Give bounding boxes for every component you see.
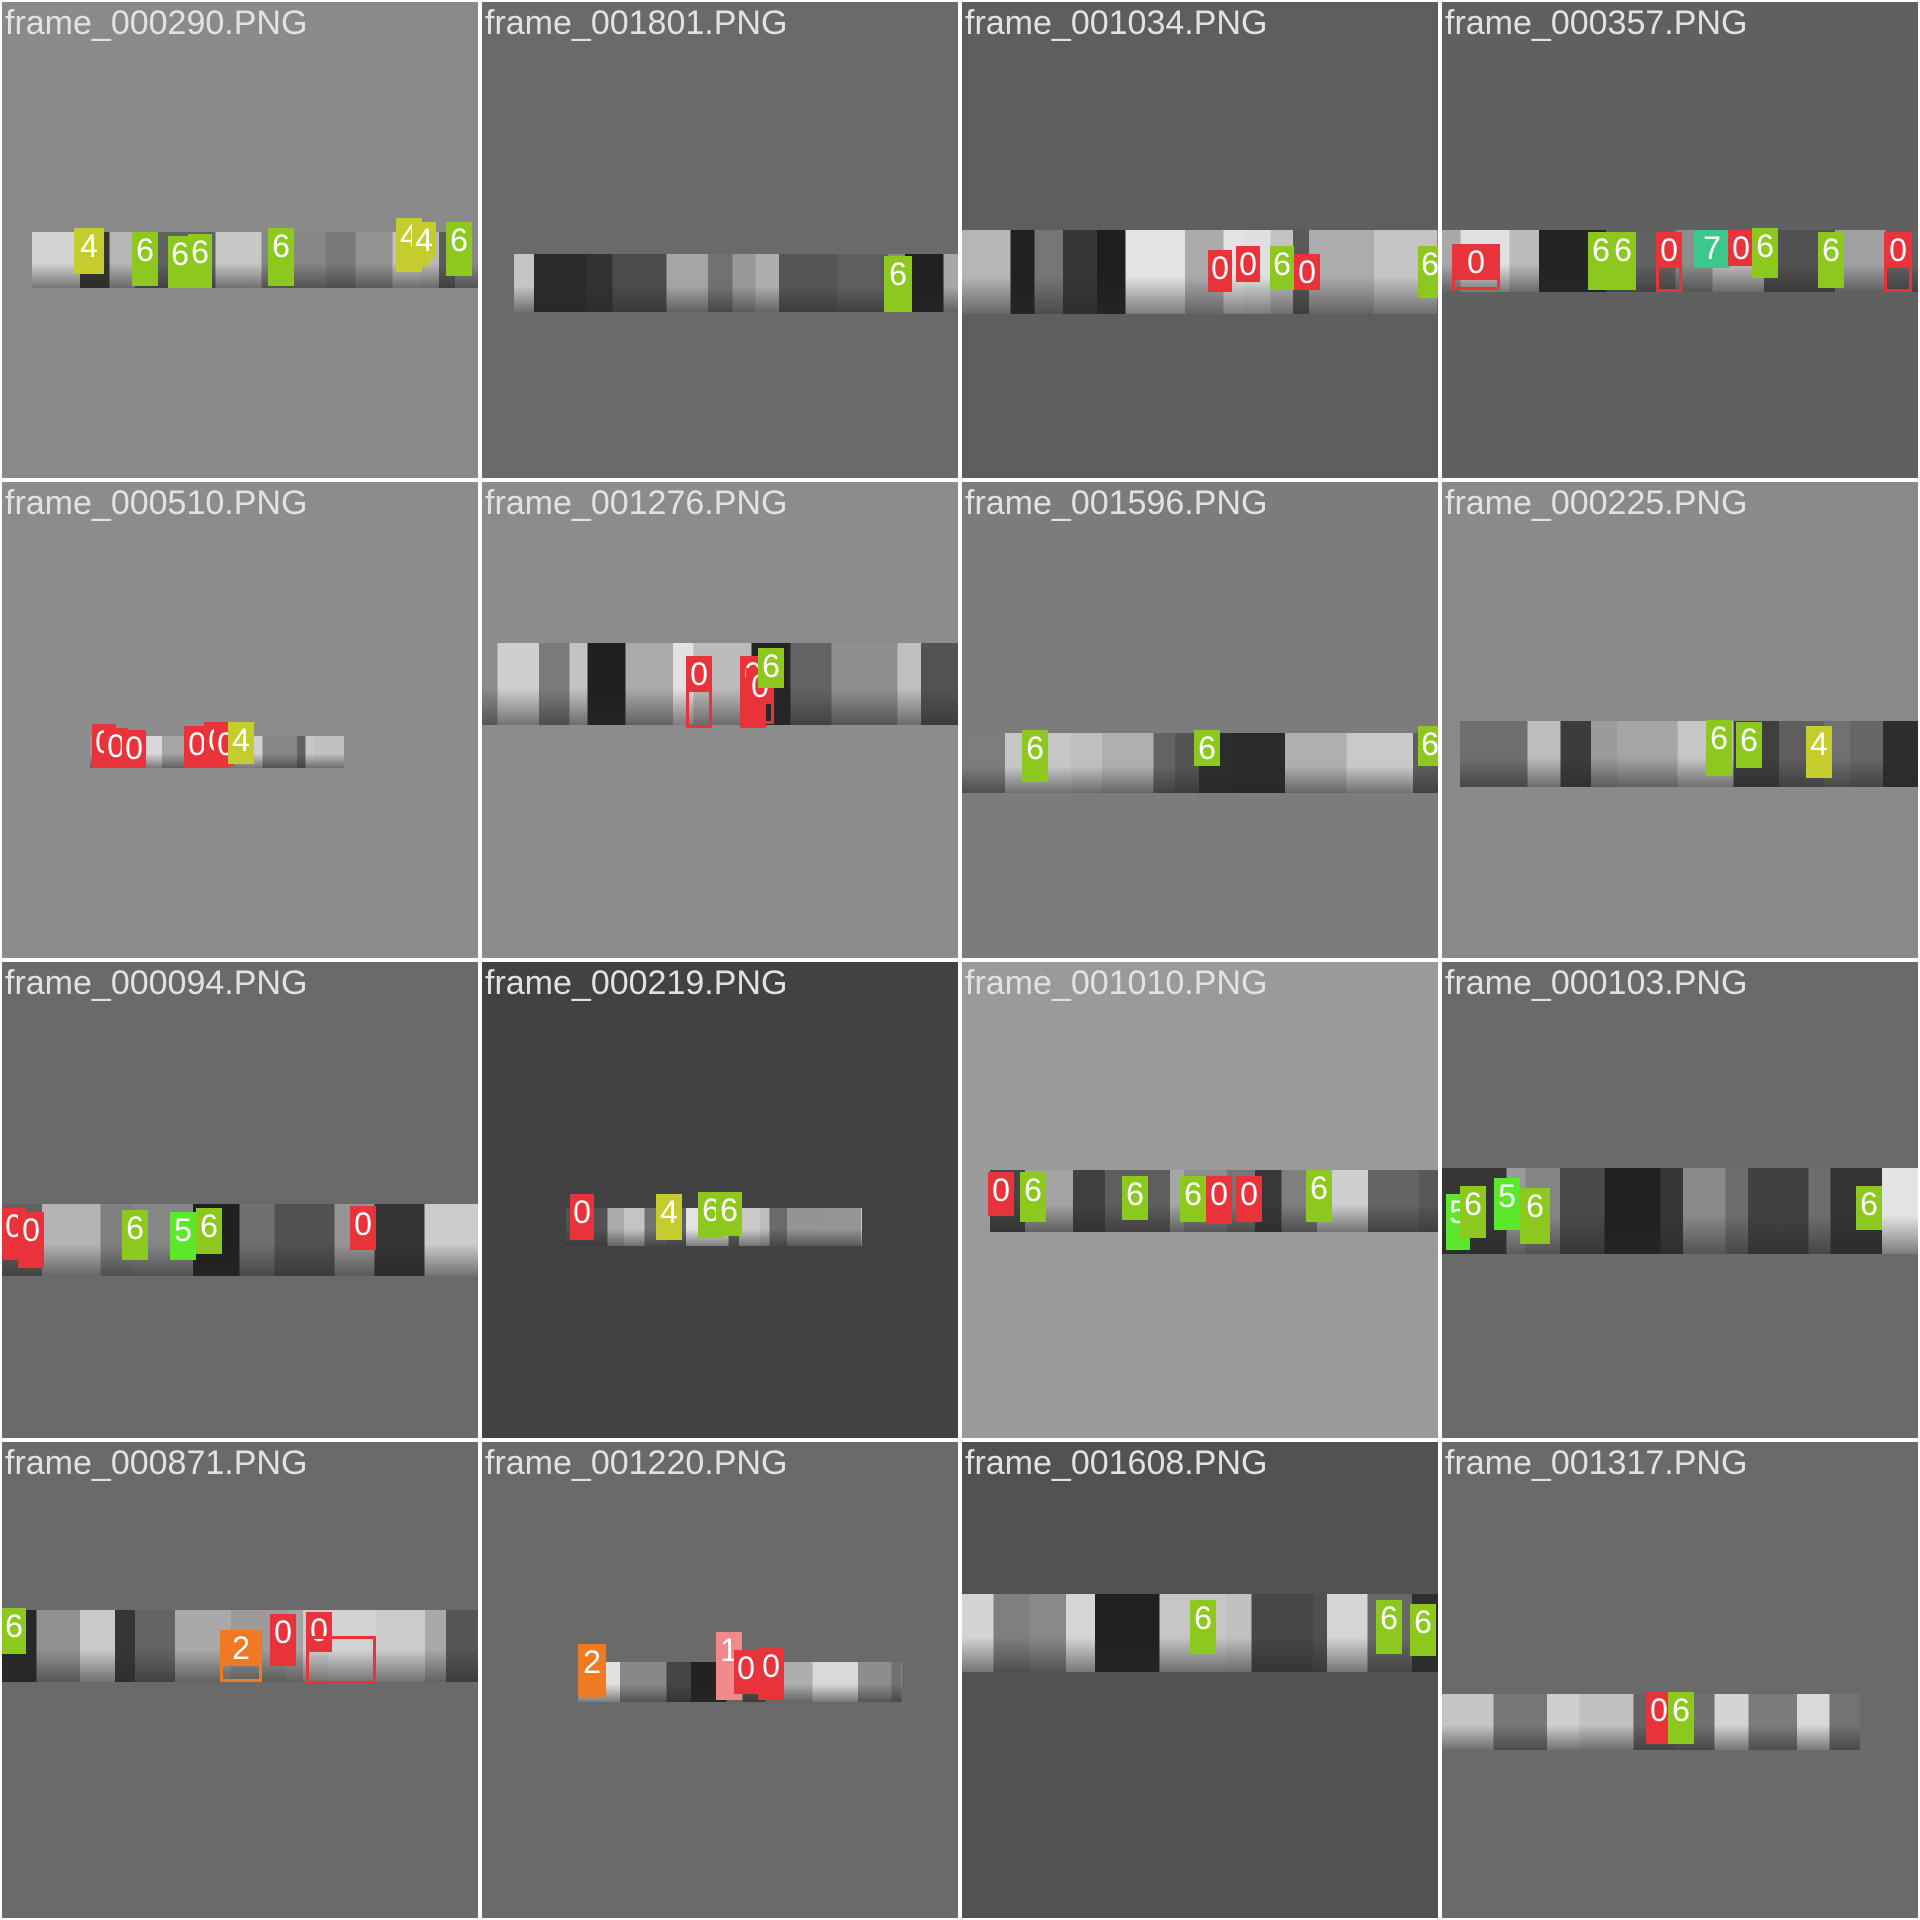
- class-label: 6: [2, 1608, 26, 1644]
- class-label: 6: [1410, 1604, 1436, 1640]
- tile-filename: frame_000357.PNG: [1445, 4, 1748, 42]
- tile-filename: frame_000219.PNG: [485, 964, 788, 1002]
- tile-filename: frame_001010.PNG: [965, 964, 1268, 1002]
- image-tile[interactable]: 0 6 frame_001317.PNG: [1442, 1442, 1918, 1918]
- class-label: 6: [446, 222, 472, 258]
- class-label: 2: [220, 1630, 262, 1666]
- class-label: 6: [1020, 1172, 1046, 1208]
- image-tile[interactable]: 0 6 6 0 7 0 6 6 0 frame_000357.PNG: [1442, 2, 1918, 478]
- class-label: 6: [884, 256, 912, 292]
- tile-filename: frame_001801.PNG: [485, 4, 788, 42]
- class-label: 6: [1270, 246, 1294, 282]
- image-tile[interactable]: 0 0 6 0 6 frame_001034.PNG: [962, 2, 1438, 478]
- class-label: 0: [1884, 232, 1912, 268]
- tile-filename: frame_000510.PNG: [5, 484, 308, 522]
- image-tile[interactable]: 6 6 4 frame_000225.PNG: [1442, 482, 1918, 958]
- class-label: 0: [1728, 230, 1754, 266]
- class-label: 6: [1180, 1176, 1206, 1212]
- class-label: 6: [196, 1208, 222, 1244]
- class-label: 0: [734, 1650, 758, 1686]
- class-label: 4: [74, 228, 104, 264]
- panorama-image: [2, 1204, 478, 1276]
- class-label: 6: [188, 234, 212, 270]
- tile-filename: frame_001596.PNG: [965, 484, 1268, 522]
- class-label: 0: [686, 656, 712, 692]
- class-label: 6: [1460, 1186, 1486, 1222]
- class-label: 0: [1656, 232, 1682, 268]
- class-label: 5: [1494, 1178, 1520, 1214]
- class-label: 6: [268, 228, 294, 264]
- tile-filename: frame_000225.PNG: [1445, 484, 1748, 522]
- class-label: 6: [1122, 1176, 1148, 1212]
- class-label: 6: [1818, 232, 1844, 268]
- tile-filename: frame_001317.PNG: [1445, 1444, 1748, 1482]
- class-label: 7: [1694, 230, 1730, 266]
- class-label: 4: [656, 1194, 682, 1230]
- class-label: 6: [1668, 1692, 1694, 1728]
- class-label: 0: [1206, 1176, 1232, 1212]
- image-tile[interactable]: 0 6 6 6 0 0 6 frame_001010.PNG: [962, 962, 1438, 1438]
- tile-filename: frame_000103.PNG: [1445, 964, 1748, 1002]
- class-label: 0: [570, 1194, 594, 1230]
- image-tile[interactable]: 6 6 6 frame_001596.PNG: [962, 482, 1438, 958]
- class-label: 0: [758, 1648, 784, 1684]
- class-label: 0: [270, 1614, 296, 1650]
- image-tile[interactable]: 2 1 0 0 frame_001220.PNG: [482, 1442, 958, 1918]
- class-label: 6: [1306, 1170, 1332, 1206]
- image-tile[interactable]: 6 2 0 0 frame_000871.PNG: [2, 1442, 478, 1918]
- class-label: 6: [1752, 228, 1778, 264]
- class-label: 6: [758, 648, 784, 684]
- detection-box: [306, 1636, 376, 1684]
- tile-filename: frame_000290.PNG: [5, 4, 308, 42]
- tile-filename: frame_001034.PNG: [965, 4, 1268, 42]
- class-label: 6: [1856, 1186, 1882, 1222]
- image-tile[interactable]: 0000004frame_000510.PNG: [2, 482, 478, 958]
- class-label: 0: [1294, 254, 1320, 290]
- class-label: 6: [1194, 730, 1220, 766]
- tile-filename: frame_001220.PNG: [485, 1444, 788, 1482]
- class-label: 6: [122, 1210, 148, 1246]
- panorama-image: [1460, 721, 1918, 787]
- panorama-image: [482, 643, 958, 725]
- class-label: 0: [122, 730, 146, 766]
- class-label: 6: [132, 232, 158, 268]
- image-tile[interactable]: 6 6 6 frame_001608.PNG: [962, 1442, 1438, 1918]
- image-tile[interactable]: 5 6 5 6 6 frame_000103.PNG: [1442, 962, 1918, 1438]
- class-label: 0: [988, 1172, 1014, 1208]
- image-tile[interactable]: 0006frame_001276.PNG: [482, 482, 958, 958]
- class-label: 6: [1376, 1600, 1402, 1636]
- class-label: 0: [18, 1212, 44, 1248]
- tile-filename: frame_000094.PNG: [5, 964, 308, 1002]
- image-tile[interactable]: 0 4 6 6 frame_000219.PNG: [482, 962, 958, 1438]
- class-label: 0: [1646, 1692, 1672, 1728]
- class-label: 0: [1208, 250, 1232, 286]
- class-label: 5: [170, 1212, 196, 1248]
- class-label: 6: [1418, 246, 1438, 282]
- class-label: 6: [716, 1192, 742, 1228]
- class-label: 4: [228, 722, 254, 758]
- class-label: 0: [1452, 244, 1500, 280]
- class-label: 6: [1520, 1188, 1550, 1224]
- class-label: 6: [1706, 720, 1732, 756]
- tile-filename: frame_001276.PNG: [485, 484, 788, 522]
- image-tile[interactable]: 0 0 6 5 6 0 frame_000094.PNG: [2, 962, 478, 1438]
- image-tile[interactable]: 6 frame_001801.PNG: [482, 2, 958, 478]
- class-label: 4: [412, 222, 436, 258]
- class-label: 2: [578, 1644, 606, 1680]
- class-label: 0: [1236, 1176, 1262, 1212]
- class-label: 0: [1236, 246, 1260, 282]
- class-label: 6: [1022, 730, 1048, 766]
- class-label: 6: [1190, 1600, 1216, 1636]
- tile-filename: frame_000871.PNG: [5, 1444, 308, 1482]
- image-tile[interactable]: 4 6 6 6 6 4 4 6 frame_000290.PNG: [2, 2, 478, 478]
- class-label: 6: [1736, 722, 1762, 758]
- tile-filename: frame_001608.PNG: [965, 1444, 1268, 1482]
- class-label: 6: [1588, 232, 1614, 268]
- class-label: 4: [1806, 726, 1832, 762]
- class-label: 6: [1418, 726, 1438, 762]
- class-label: 6: [1610, 232, 1636, 268]
- class-label: 0: [350, 1206, 376, 1242]
- panorama-image: [962, 230, 1438, 314]
